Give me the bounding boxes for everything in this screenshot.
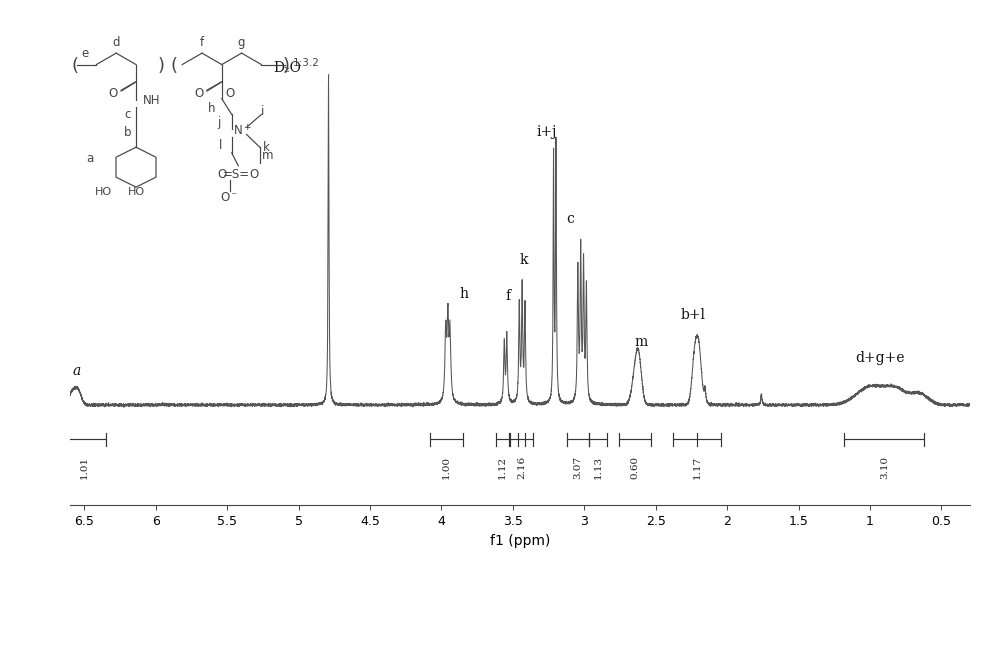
Text: O: O (108, 87, 118, 100)
Text: 0.60: 0.60 (630, 456, 639, 480)
Text: h: h (460, 287, 469, 301)
Text: a: a (86, 152, 93, 165)
Text: l: l (218, 139, 222, 152)
Text: O: O (194, 87, 203, 100)
Text: i: i (261, 105, 265, 118)
Text: N: N (234, 124, 243, 137)
Text: ⁻: ⁻ (230, 191, 236, 203)
Text: j: j (217, 117, 220, 130)
Text: b+l: b+l (680, 308, 705, 323)
Text: c: c (125, 108, 131, 121)
Text: c: c (566, 211, 574, 226)
Text: +: + (243, 122, 250, 132)
Text: 2.16: 2.16 (517, 456, 526, 480)
Text: O: O (225, 87, 235, 100)
Text: 1.17: 1.17 (693, 456, 702, 480)
Text: 1:3.2: 1:3.2 (293, 58, 320, 68)
Text: m: m (262, 149, 274, 162)
Text: k: k (263, 141, 270, 154)
Text: 1.00: 1.00 (442, 456, 451, 480)
Text: ): ) (283, 57, 290, 75)
Text: 1.13: 1.13 (593, 456, 602, 480)
Text: f: f (200, 36, 204, 49)
Text: g: g (238, 36, 245, 49)
Text: NH: NH (143, 94, 161, 107)
Text: 1.01: 1.01 (80, 456, 89, 480)
Text: i+j: i+j (537, 125, 557, 139)
Text: O: O (217, 168, 226, 181)
Text: D₂O: D₂O (273, 61, 301, 75)
Text: 1.12: 1.12 (498, 456, 507, 480)
Text: k: k (520, 253, 529, 267)
Text: h: h (208, 102, 216, 115)
Text: d+g+e: d+g+e (855, 351, 905, 365)
X-axis label: f1 (ppm): f1 (ppm) (490, 534, 550, 548)
Text: e: e (81, 47, 88, 60)
Text: (: ( (170, 57, 177, 75)
Text: m: m (635, 335, 648, 349)
Text: 3.07: 3.07 (573, 456, 582, 480)
Text: b: b (124, 126, 132, 139)
Text: a: a (73, 364, 81, 378)
Text: 3.10: 3.10 (880, 456, 889, 480)
Text: HO: HO (127, 187, 145, 197)
Text: (: ( (71, 57, 78, 75)
Text: d: d (112, 36, 120, 49)
Text: =S=: =S= (223, 168, 250, 181)
Text: f: f (505, 288, 510, 303)
Text: ): ) (157, 57, 164, 75)
Text: O: O (220, 191, 230, 203)
Text: HO: HO (94, 187, 112, 197)
Text: O: O (250, 168, 259, 181)
